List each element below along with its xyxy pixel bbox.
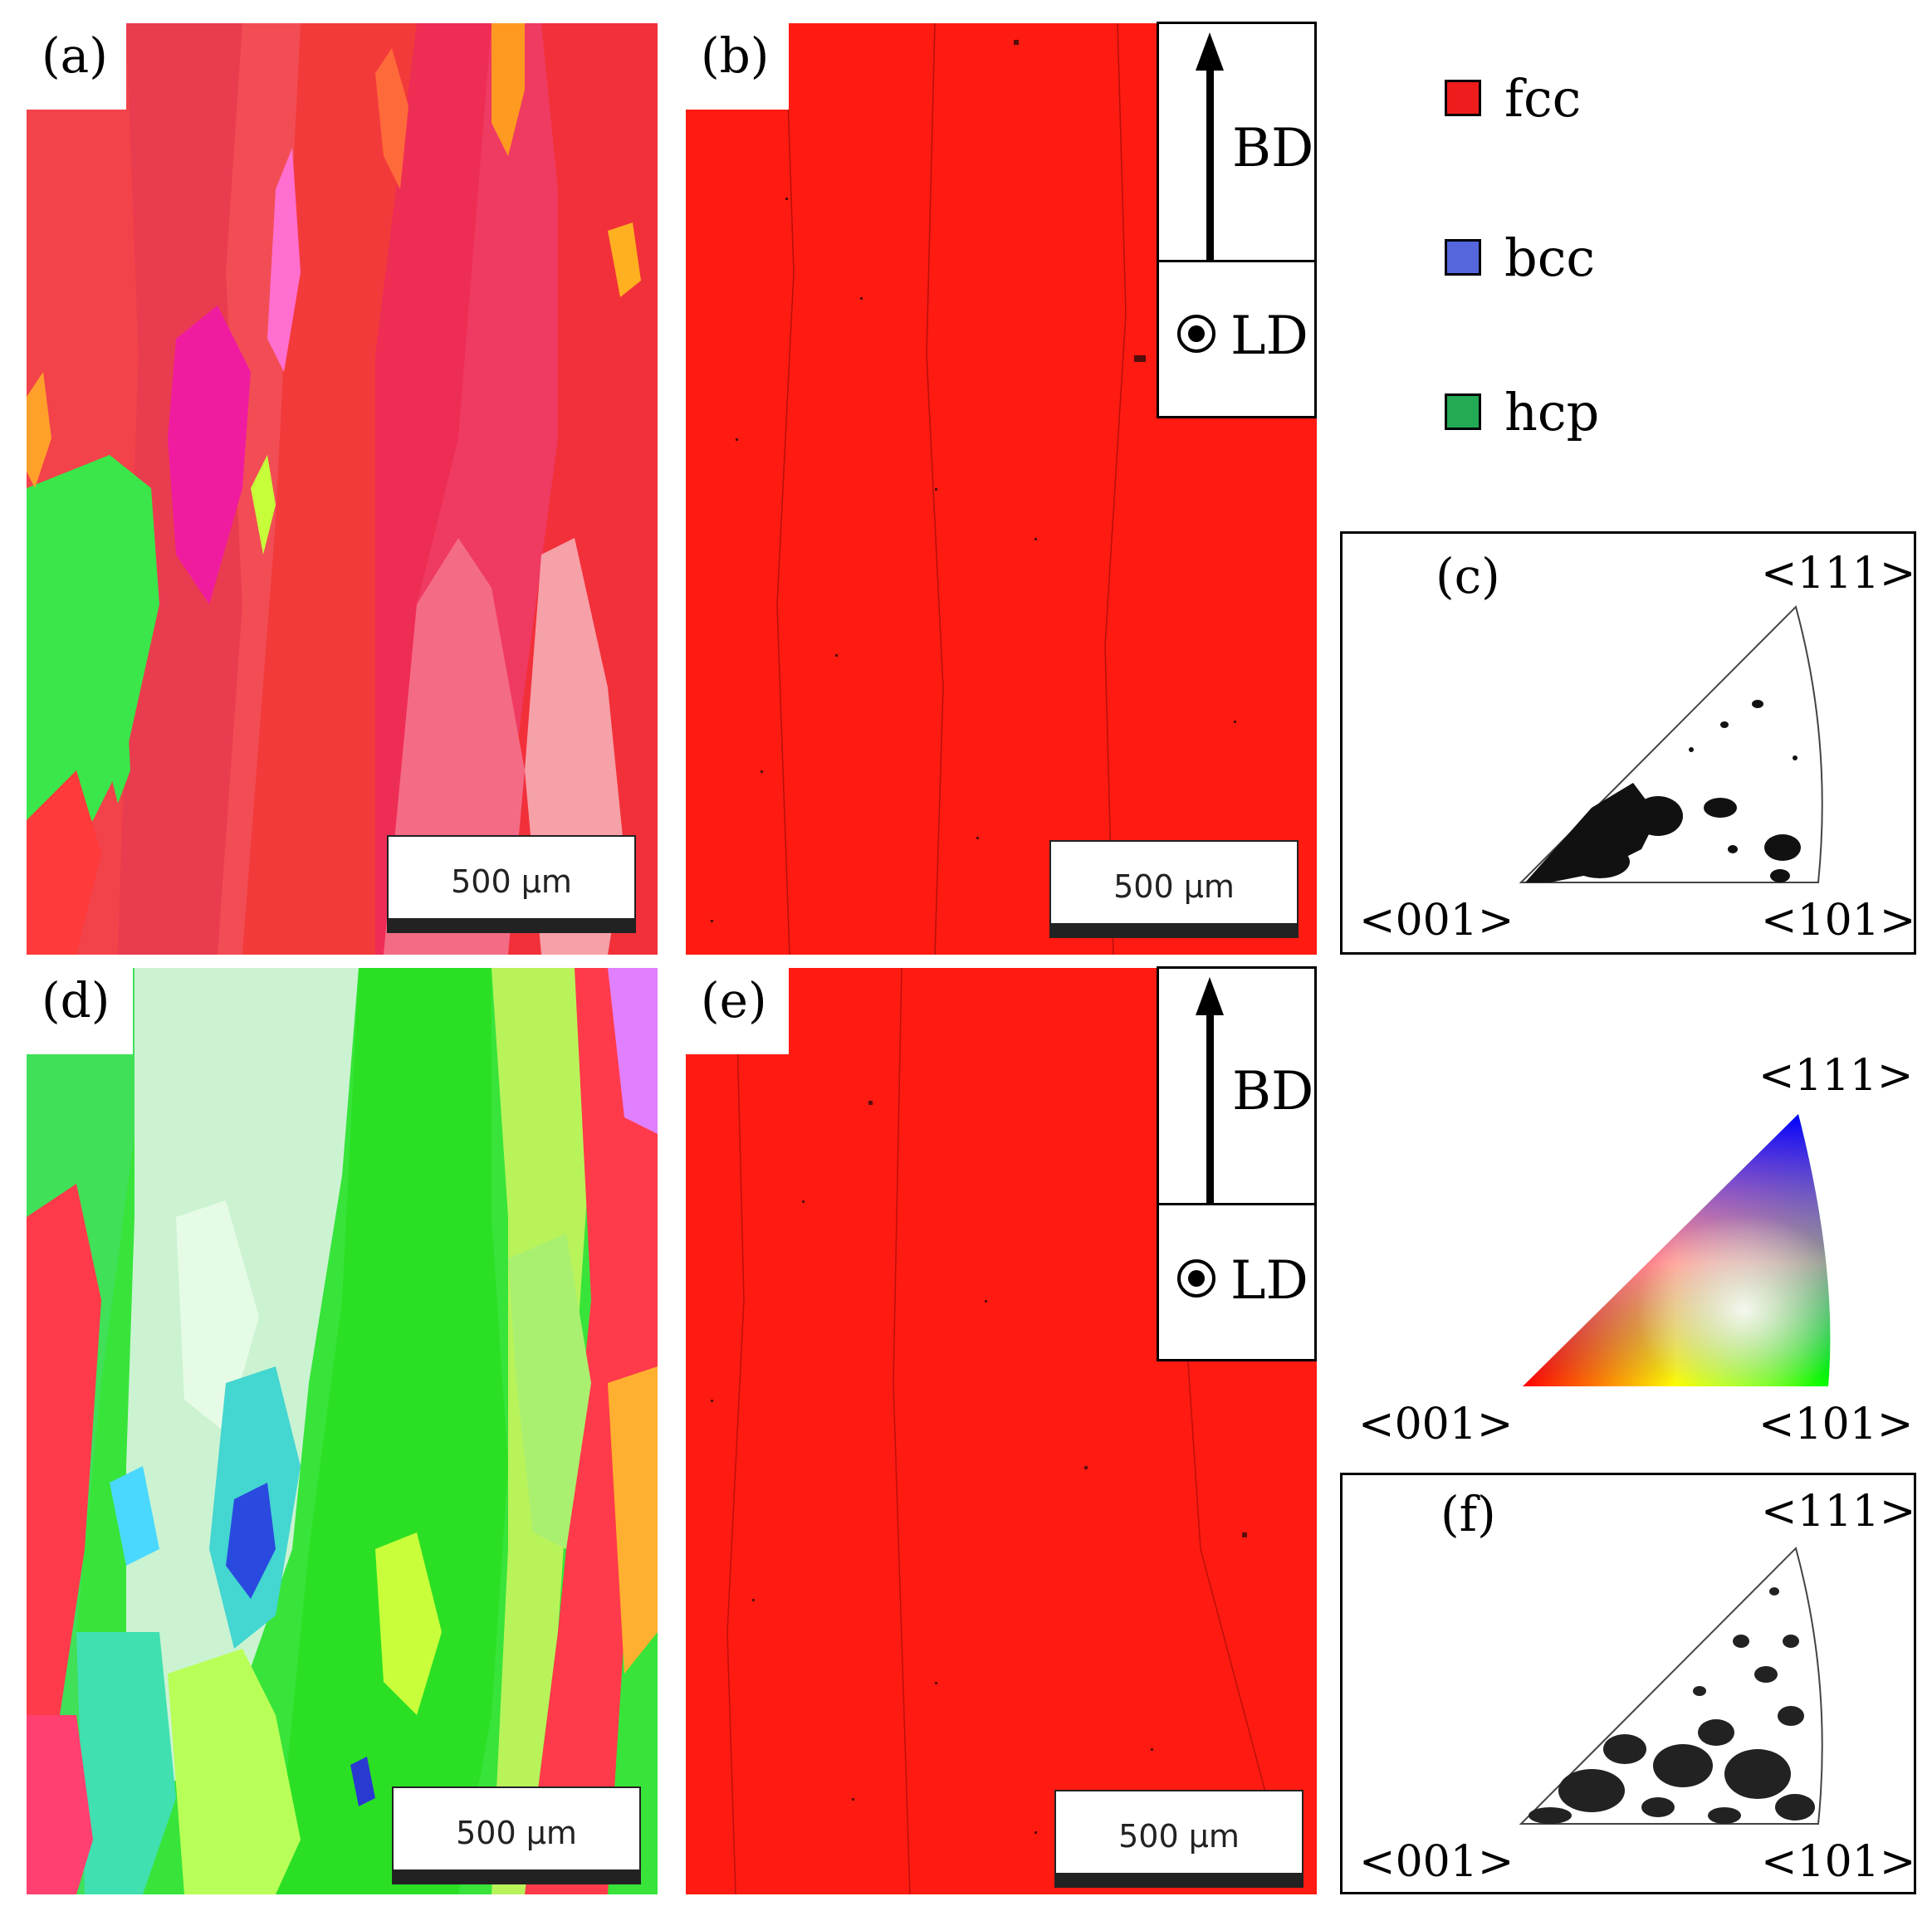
bd-arrow-shaft: [1206, 67, 1214, 260]
scale-bar-label: 500 µm: [451, 863, 572, 900]
ipf-c-101-label: <101>: [1761, 896, 1916, 946]
scale-bar-label: 500 µm: [1118, 1818, 1240, 1855]
ipf-c-111-label: <111>: [1761, 549, 1916, 599]
panel-label-b: (b): [686, 23, 789, 110]
ld-label: LD: [1230, 1250, 1308, 1312]
ld-out-of-plane-icon: [1177, 1259, 1215, 1298]
bd-label: BD: [1232, 118, 1314, 179]
scale-bar-e: 500 µm: [1054, 1790, 1303, 1888]
bd-arrow-shaft: [1206, 1012, 1214, 1203]
ipf-key-101-label: <101>: [1758, 1400, 1914, 1449]
ipf-f-001-label: <001>: [1359, 1837, 1514, 1887]
ipf-triangle-f: [1519, 1547, 1823, 1825]
axis-box-top: BD LD: [1157, 22, 1317, 418]
scale-bar-d: 500 µm: [392, 1786, 641, 1884]
axis-divider: [1159, 260, 1314, 262]
ipf-map-a: [27, 23, 658, 955]
panel-label-e: (e): [686, 968, 789, 1054]
scale-bar-line: [394, 1869, 639, 1883]
ipf-color-key-triangle: [1523, 1114, 1831, 1386]
ipf-triangle-c: [1519, 605, 1823, 883]
panel-label-f: (f): [1440, 1486, 1496, 1542]
ipf-panel-f: (f) <111> <001> <101>: [1340, 1473, 1916, 1894]
scale-bar-label: 500 µm: [1113, 868, 1235, 905]
legend-label-bcc: bcc: [1504, 227, 1596, 288]
ld-label: LD: [1230, 305, 1308, 367]
axis-box-bottom: BD LD: [1157, 966, 1317, 1361]
legend-label-fcc: fcc: [1504, 68, 1582, 129]
axis-divider: [1159, 1203, 1314, 1205]
scale-bar-line: [1051, 923, 1297, 936]
bd-arrow-icon: [1196, 32, 1224, 71]
scale-bar-line: [1056, 1873, 1302, 1886]
legend-swatch-fcc: [1445, 80, 1481, 116]
ipf-f-111-label: <111>: [1761, 1487, 1916, 1537]
ipf-c-001-label: <001>: [1359, 896, 1514, 946]
ipf-map-d: [27, 968, 658, 1894]
scale-bar-label: 500 µm: [456, 1815, 577, 1851]
ipf-key-001-label: <001>: [1358, 1400, 1514, 1449]
ld-out-of-plane-icon: [1177, 315, 1215, 353]
panel-label-d: (d): [27, 968, 133, 1054]
legend-swatch-hcp: [1445, 393, 1481, 430]
panel-label-a: (a): [27, 23, 126, 110]
scale-bar-a: 500 µm: [387, 835, 636, 933]
legend-swatch-bcc: [1445, 239, 1481, 276]
scale-bar-line: [389, 918, 634, 931]
bd-arrow-icon: [1196, 977, 1224, 1015]
ipf-panel-c: (c) <111> <001> <101>: [1340, 531, 1916, 955]
panel-label-c: (c): [1436, 548, 1500, 604]
ipf-color-key: <111> <001> <101>: [1340, 1054, 1916, 1453]
scale-bar-b: 500 µm: [1049, 840, 1299, 938]
ipf-f-101-label: <101>: [1761, 1837, 1916, 1887]
bd-label: BD: [1232, 1061, 1314, 1122]
ipf-key-111-label: <111>: [1758, 1051, 1914, 1101]
legend-label-hcp: hcp: [1504, 382, 1600, 442]
